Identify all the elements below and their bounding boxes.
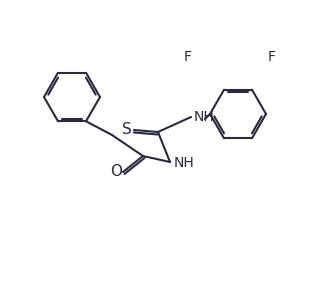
Text: F: F	[184, 50, 192, 64]
Text: S: S	[122, 123, 132, 138]
Text: NH: NH	[174, 156, 195, 170]
Text: F: F	[268, 50, 276, 64]
Text: O: O	[110, 164, 122, 180]
Text: NH: NH	[194, 110, 215, 124]
